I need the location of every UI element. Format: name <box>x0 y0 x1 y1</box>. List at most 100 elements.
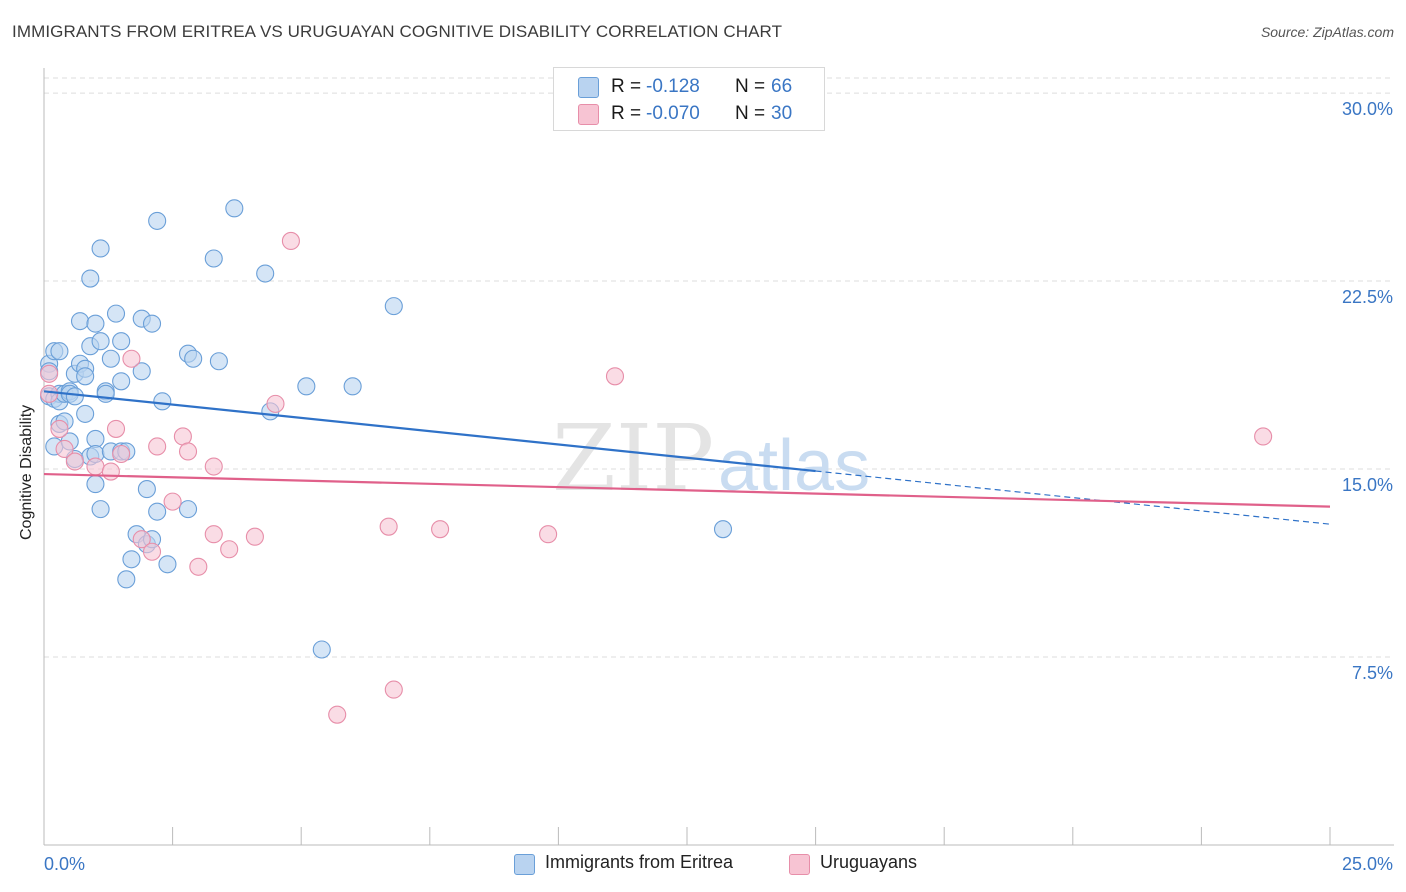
uruguayan-point <box>178 442 198 461</box>
y-tick-label: 15.0% <box>1342 475 1393 495</box>
eritrea-point <box>153 392 172 411</box>
eritrea-point <box>713 520 733 539</box>
uruguayan-point <box>163 492 182 511</box>
uruguayan-point <box>220 540 239 559</box>
uruguayan-point <box>245 527 264 546</box>
uruguayan-point <box>86 457 105 476</box>
legend-r-label: R = <box>611 76 642 97</box>
eritrea-point <box>86 314 105 333</box>
eritrea-point <box>50 342 69 361</box>
eritrea-trend-extension <box>815 470 1331 525</box>
eritrea-point <box>184 349 203 368</box>
legend-r-value: -0.070 <box>646 103 700 124</box>
eritrea-point <box>117 570 136 589</box>
gridlines <box>44 77 1394 658</box>
series-swatch-blue <box>514 854 535 875</box>
eritrea-point <box>122 550 141 569</box>
y-tick-label: 30.0% <box>1342 99 1393 119</box>
uruguayan-point <box>539 525 558 544</box>
eritrea-point <box>86 475 105 494</box>
uruguayan-point <box>189 557 208 576</box>
axes <box>43 68 1394 846</box>
eritrea-point <box>225 199 244 218</box>
eritrea-point <box>132 362 151 381</box>
eritrea-point <box>343 377 362 396</box>
uruguayan-point <box>266 394 285 413</box>
eritrea-point <box>297 377 316 396</box>
eritrea-point <box>312 640 331 659</box>
eritrea-point <box>384 297 403 316</box>
eritrea-point <box>86 429 105 449</box>
uruguayan-point <box>40 364 59 383</box>
eritrea-point <box>101 349 120 368</box>
uruguayan-point <box>1254 427 1273 446</box>
uruguayan-point <box>55 439 74 459</box>
eritrea-point <box>148 502 167 521</box>
legend-r-label: R = <box>611 103 642 124</box>
y-axis-label: Cognitive Disability <box>18 404 35 540</box>
legend-swatch-blue <box>578 77 599 98</box>
uruguayan-point <box>65 452 84 471</box>
legend-n-label: N = <box>735 76 766 97</box>
legend-n-value: 30 <box>771 103 793 124</box>
uruguayan-point <box>384 680 403 699</box>
eritrea-point <box>65 387 84 406</box>
eritrea-point <box>91 500 110 519</box>
uruguayan-point <box>431 520 450 539</box>
eritrea-point <box>256 264 275 283</box>
tick-labels: 7.5% 15.0% 22.5% 30.0% 0.0% 25.0% <box>44 99 1393 874</box>
chart-title: IMMIGRANTS FROM ERITREA VS URUGUAYAN COG… <box>12 22 783 41</box>
uruguayan-point <box>106 419 126 438</box>
eritrea-point <box>70 312 90 331</box>
watermark: ZIP atlas <box>552 405 870 512</box>
eritrea-point <box>158 555 177 574</box>
eritrea-point <box>178 500 198 519</box>
trend-lines <box>43 390 1331 525</box>
y-tick-label: 22.5% <box>1342 287 1393 307</box>
legend-n-value: 66 <box>771 76 793 97</box>
uruguayan-point <box>605 367 625 386</box>
uruguayan-point <box>173 427 192 446</box>
uruguayan-point <box>50 419 69 438</box>
eritrea-point <box>81 269 100 288</box>
eritrea-point <box>142 314 162 333</box>
uruguayan-point <box>132 530 151 549</box>
stats-legend: R = -0.128 N = 66 R = -0.070 N = 30 <box>553 67 825 131</box>
uruguayan-point <box>328 705 347 724</box>
eritrea-point <box>112 332 131 351</box>
uruguayan-point <box>148 437 167 456</box>
uruguayan-point <box>204 457 223 476</box>
eritrea-point <box>76 404 95 423</box>
data-points <box>40 199 1273 724</box>
eritrea-point <box>148 211 167 230</box>
eritrea-point <box>137 480 156 499</box>
uruguayan-point <box>122 349 141 368</box>
eritrea-point <box>96 384 115 403</box>
x-tick-label-max: 25.0% <box>1342 854 1393 874</box>
legend-swatch-pink <box>578 104 599 125</box>
legend-n-label: N = <box>735 103 766 124</box>
uruguayan-point <box>204 525 223 544</box>
series-label: Uruguayans <box>820 852 918 872</box>
uruguayan-point <box>112 444 131 464</box>
uruguayan-point <box>281 231 300 250</box>
series-swatch-pink <box>789 854 810 875</box>
uruguayan-point <box>101 462 120 481</box>
uruguayan-point <box>142 542 162 561</box>
eritrea-point <box>204 249 223 268</box>
source-label: Source: ZipAtlas.com <box>1260 24 1394 40</box>
uruguayan-point <box>379 517 398 536</box>
eritrea-point <box>76 367 95 386</box>
y-tick-label: 7.5% <box>1352 663 1393 683</box>
eritrea-point <box>112 372 131 391</box>
eritrea-point <box>91 239 110 258</box>
uruguayan-trend-line <box>43 472 1331 508</box>
uruguayan-point <box>40 384 59 403</box>
eritrea-point <box>106 304 126 323</box>
legend-r-value: -0.128 <box>646 76 700 97</box>
series-label: Immigrants from Eritrea <box>545 852 734 872</box>
eritrea-point <box>209 352 228 371</box>
eritrea-point <box>91 332 110 351</box>
eritrea-trend-line <box>43 390 816 473</box>
